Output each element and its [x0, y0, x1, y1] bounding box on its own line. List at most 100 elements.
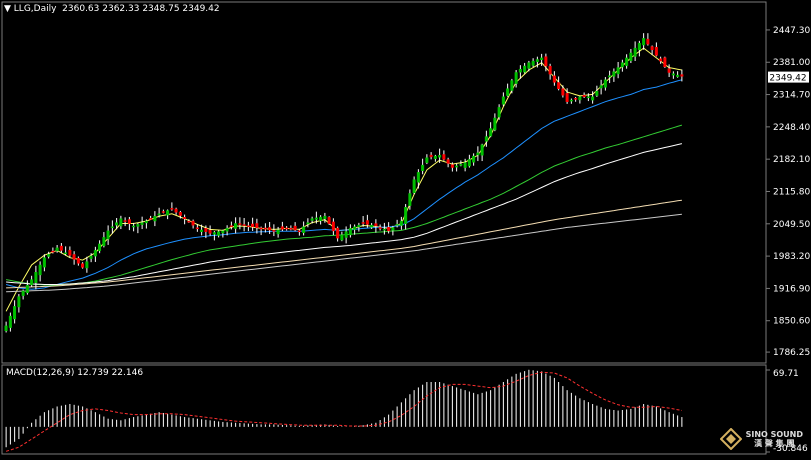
bear-candle-body [255, 223, 259, 228]
candle [629, 48, 633, 64]
candle [263, 223, 267, 233]
bear-candle-body [429, 154, 433, 158]
candle [599, 79, 603, 95]
bull-candle-body [459, 164, 463, 166]
ma40-line [6, 124, 683, 286]
candle [212, 231, 216, 241]
candle [455, 163, 459, 172]
bull-candle-body [34, 272, 38, 283]
candle [667, 64, 671, 78]
chart-header: ▼ LLG,Daily 2360.63 2362.33 2348.75 2349… [4, 4, 220, 14]
bull-candle-body [527, 62, 531, 69]
candle [268, 221, 272, 234]
bull-candle-body [102, 237, 106, 246]
candle [408, 189, 412, 210]
bull-candle-body [144, 220, 148, 224]
price-tick-label: 2314.70 [773, 91, 810, 101]
sino-sound-logo-icon [719, 428, 742, 450]
bull-candle-body [200, 229, 204, 232]
bull-candle-body [55, 247, 59, 252]
bull-candle-body [30, 279, 34, 286]
candle [476, 146, 480, 162]
bear-candle-body [170, 208, 174, 210]
candle [323, 212, 327, 223]
candle [365, 214, 369, 228]
bull-candle-body [221, 230, 225, 234]
candle [497, 104, 501, 120]
candle [34, 265, 38, 290]
candle [251, 217, 255, 231]
candle [93, 246, 97, 262]
symbol-dropdown-icon[interactable]: ▼ [4, 4, 11, 14]
bear-candle-body [187, 220, 191, 223]
ohlc-values: 2360.63 2362.33 2348.75 2349.42 [62, 4, 220, 14]
macd-pane-frame [1, 364, 767, 455]
bull-candle-body [140, 222, 144, 225]
candle [119, 215, 123, 230]
candle [319, 215, 323, 225]
bull-candle-body [13, 306, 17, 320]
bear-candle-body [76, 257, 80, 264]
candle [289, 225, 293, 231]
candle [85, 256, 89, 273]
bull-candle-body [599, 85, 603, 89]
bear-candle-body [191, 220, 195, 226]
candle [459, 160, 463, 167]
bear-candle-body [268, 227, 272, 231]
price-tick-label: 2182.10 [773, 155, 810, 165]
candle [557, 76, 561, 91]
candle [132, 222, 136, 232]
bear-candle-body [272, 230, 276, 232]
bear-candle-body [552, 75, 556, 83]
bull-candle-body [603, 79, 607, 88]
candle [157, 207, 161, 218]
candle [514, 70, 518, 88]
bull-candle-body [497, 107, 501, 118]
candle [72, 251, 76, 265]
candle [637, 40, 641, 57]
candle [676, 71, 680, 78]
candle [646, 33, 650, 46]
candle [659, 56, 663, 64]
symbol-label: LLG,Daily [13, 4, 57, 14]
candle [569, 98, 573, 104]
bull-candle-body [540, 57, 544, 61]
bear-candle-body [149, 218, 153, 220]
bull-candle-body [463, 162, 467, 168]
candle [229, 221, 233, 230]
candle [582, 92, 586, 98]
bear-candle-body [280, 226, 284, 230]
bear-candle-body [378, 227, 382, 229]
candle [144, 219, 148, 229]
bull-candle-body [153, 215, 157, 222]
bear-candle-body [667, 68, 671, 73]
candle [242, 218, 246, 232]
candle [399, 216, 403, 230]
bear-candle-body [365, 220, 369, 225]
candle [149, 215, 153, 220]
bull-candle-body [514, 72, 518, 84]
price-tick-label: 2115.80 [773, 187, 810, 197]
candle [110, 220, 114, 234]
candle [531, 58, 535, 67]
bear-candle-body [238, 223, 242, 225]
candle [161, 209, 165, 214]
candle [38, 261, 42, 282]
bear-candle-body [178, 212, 182, 216]
bull-candle-body [382, 228, 386, 231]
candle [178, 210, 182, 219]
bull-candle-body [595, 90, 599, 96]
candle [591, 91, 595, 104]
bull-candle-body [480, 144, 484, 156]
bull-candle-body [676, 74, 680, 77]
bear-candle-body [336, 227, 340, 239]
bull-candle-body [302, 226, 306, 233]
price-tick-label: 2447.30 [773, 26, 810, 36]
candle [416, 169, 420, 189]
bear-candle-body [208, 229, 212, 234]
bull-candle-body [8, 315, 12, 328]
bull-candle-body [399, 220, 403, 226]
candle [98, 240, 102, 254]
price-tick-label: 1983.20 [773, 252, 810, 262]
candle [548, 63, 552, 80]
